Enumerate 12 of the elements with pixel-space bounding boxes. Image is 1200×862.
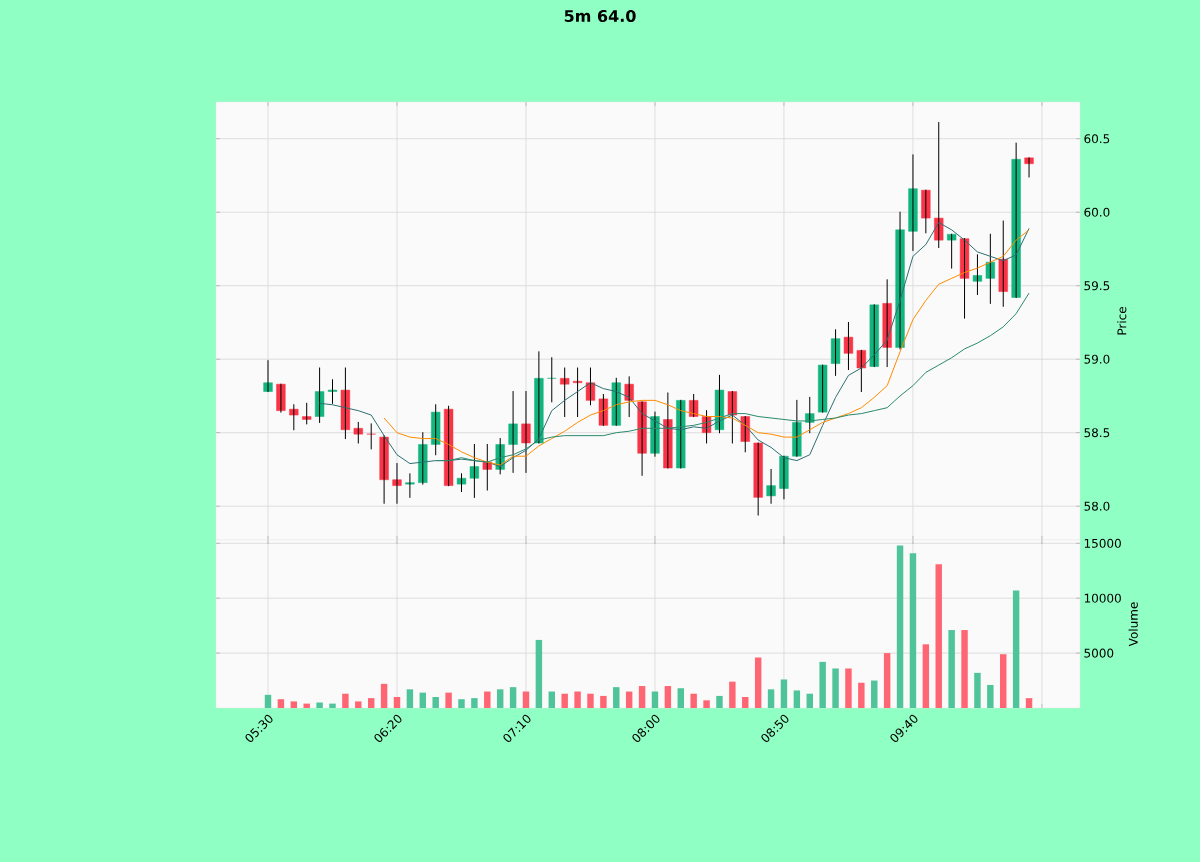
chart-title: 5m 64.0 [564,9,636,23]
y-tick-label: 5000 [1084,648,1114,658]
y-axis-title: Price [1117,306,1127,335]
y-axis-title: Volume [1128,602,1138,647]
y-tick-label: 59.5 [1084,281,1110,291]
y-tick-label: 58.0 [1084,501,1110,511]
y-tick-label: 60.5 [1084,134,1110,144]
y-tick-label: 15000 [1084,538,1121,548]
y-tick-label: 58.5 [1084,428,1110,438]
y-tick-label: 60.0 [1084,207,1110,217]
y-tick-label: 59.0 [1084,354,1110,364]
y-tick-label: 10000 [1084,593,1121,603]
